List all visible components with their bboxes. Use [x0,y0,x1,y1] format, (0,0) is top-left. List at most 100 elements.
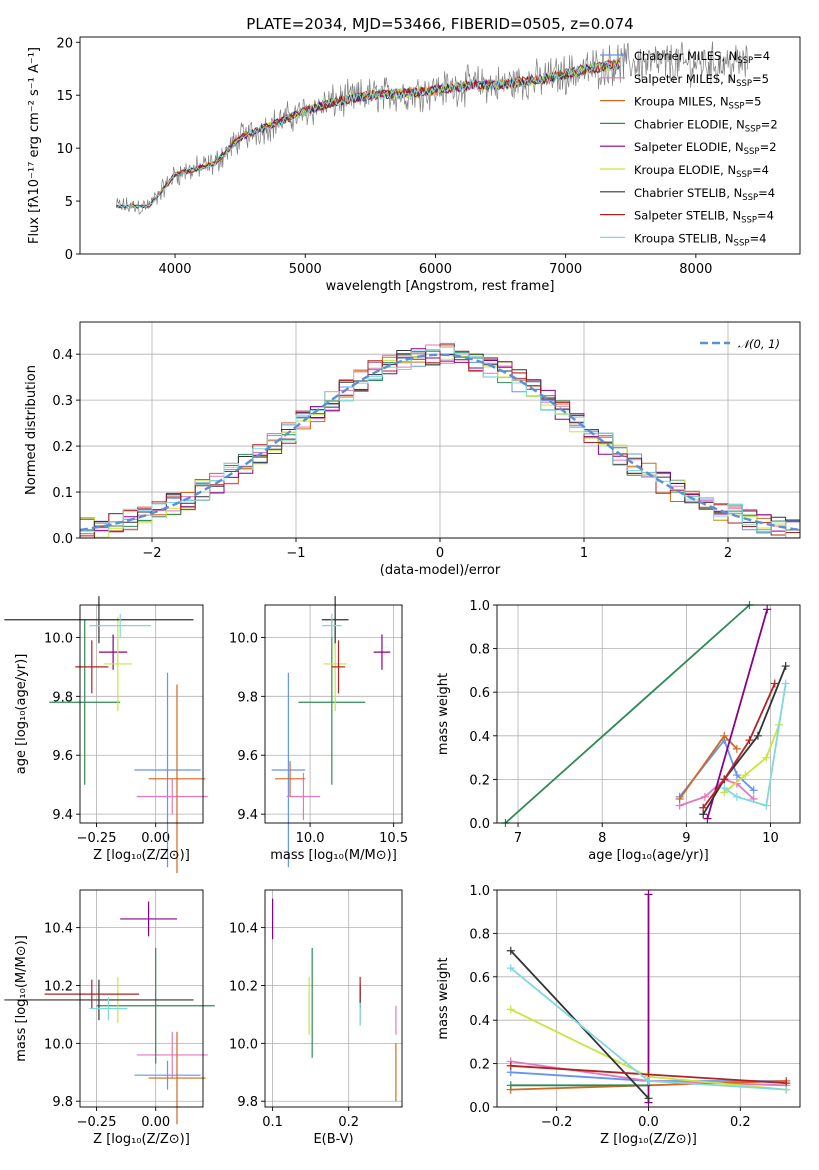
weight-vs-age-xtick-label: 10 [762,831,779,846]
age-vs-mass-ytick-label: 9.6 [237,749,258,764]
weight-marker [732,744,741,753]
weight-marker [506,1005,515,1014]
mass-vs-Z-ylabel: mass [log₁₀(M/M⊙)] [14,935,29,1062]
residuals-xtick-label: −1 [286,546,305,561]
spectrum-xlabel: wavelength [Angstrom, rest frame] [326,279,555,294]
age-vs-Z-xtick-label: −0.25 [77,831,117,846]
residuals-xtick-label: 2 [724,546,732,561]
weight-marker [763,605,772,614]
spectrum-model-line [116,57,620,209]
weight-marker [700,792,709,801]
mass-vs-ebv-xtick-label: 0.1 [262,1115,283,1130]
mass-vs-Z-ytick-label: 10.4 [44,922,73,937]
age-vs-mass-ytick-label: 9.8 [237,690,258,705]
weight-marker [644,890,653,899]
mass-vs-Z-frame [79,889,204,1108]
age-vs-Z-ytick-label: 9.8 [52,690,73,705]
weight-vs-Z-ytick-label: 1.0 [469,884,490,899]
weight-vs-Z-ytick-label: 0.0 [469,1101,490,1116]
residuals-xtick-label: 1 [580,546,588,561]
weight-vs-Z-ytick-label: 0.4 [469,1014,490,1029]
legend-entry: Chabrier MILES, NSSP=4 [634,49,770,66]
weight-line [723,683,787,807]
age-vs-Z-frame [79,604,204,824]
mass-vs-ebv-ytick-label: 9.8 [237,1095,258,1110]
age-vs-Z-ytick-label: 9.6 [52,749,73,764]
weight-vs-age-frame [496,604,801,824]
legend-entry: Kroupa STELIB, NSSP=4 [634,231,766,248]
mass-vs-Z-ytick-label: 10.0 [44,1037,73,1052]
residuals-frame [79,321,801,539]
weight-vs-Z-xtick-label: 0.0 [638,1115,659,1130]
weight-marker [770,679,779,688]
spectrum-model-line [116,60,620,209]
weight-marker [762,801,771,810]
age-vs-Z-xtick-label: 0.00 [141,831,170,846]
age-vs-Z-ylabel: age [log₁₀(age/yr)] [14,654,29,775]
mass-vs-Z-xtick-label: 0.00 [141,1115,170,1130]
mass-vs-Z-ytick-label: 10.2 [44,979,73,994]
mass-vs-ebv-xtick-label: 0.2 [338,1115,359,1130]
age-vs-Z-ytick-label: 9.4 [52,808,73,823]
spectrum-ylabel: Flux [fλ10⁻¹⁷ erg cm⁻² s⁻¹ A⁻¹] [27,47,42,244]
weight-vs-Z-xlabel: Z [log₁₀(Z/Z⊙)] [600,1132,697,1147]
weight-vs-Z-xtick-label: 0.2 [730,1115,751,1130]
mass-vs-Z-xtick-label: −0.25 [77,1115,117,1130]
weight-vs-Z-xtick-label: −0.2 [541,1115,573,1130]
weight-marker [782,1085,791,1094]
mass-vs-Z-xlabel: Z [log₁₀(Z/Z⊙)] [93,1132,190,1147]
legend-entry: Salpeter ELODIE, NSSP=2 [634,140,777,157]
weight-vs-age-xtick-label: 9 [682,831,690,846]
weight-marker [675,795,684,804]
age-vs-mass-xtick-label: 10.5 [379,831,408,846]
residuals-xtick-label: −2 [142,546,161,561]
weight-marker [781,662,790,671]
spectrum-model-line [116,57,620,209]
weight-marker [506,964,515,973]
weight-marker [506,1081,515,1090]
age-vs-mass-xlabel: mass [log₁₀(M/M⊙)] [270,848,397,863]
weight-vs-age-ytick-label: 0.8 [469,643,490,658]
age-vs-Z-xlabel: Z [log₁₀(Z/Z⊙)] [93,848,190,863]
weight-marker [506,946,515,955]
weight-marker [720,731,729,740]
weight-line [723,724,780,794]
weight-marker [703,814,712,823]
spectrum-ytick-label: 10 [56,142,73,157]
spectrum-ytick-label: 15 [56,89,73,104]
weight-vs-Z-ytick-label: 0.6 [469,971,490,986]
gaussian-line [79,353,801,532]
spectrum-xtick-label: 7000 [549,262,582,277]
residuals-xtick-label: 0 [436,546,444,561]
spectrum-xtick-label: 8000 [679,262,712,277]
weight-vs-age-xtick-label: 8 [598,831,606,846]
age-vs-mass-frame [264,604,403,824]
age-vs-mass-ytick-label: 9.4 [237,808,258,823]
weight-vs-Z-ylabel: mass weight [436,957,451,1039]
spectrum-ytick-label: 20 [56,36,73,51]
weight-vs-age-ytick-label: 0.6 [469,686,490,701]
legend-gaussian-label: 𝒩(0, 1) [738,337,780,351]
residuals-ylabel: Normed distribution [24,365,39,495]
weight-marker [720,775,729,784]
mass-vs-Z-ytick-label: 9.8 [52,1095,73,1110]
residuals-ytick-label: 0.1 [52,486,73,501]
residuals-ytick-label: 0.2 [52,440,73,455]
weight-marker [781,679,790,688]
weight-marker [644,1076,653,1085]
residuals-xlabel: (data-model)/error [380,563,501,578]
spectrum-model-line [116,58,620,209]
weight-line [702,683,776,809]
weight-marker [644,1094,653,1103]
weight-marker [745,736,754,745]
age-vs-mass-ytick-label: 10.0 [229,631,258,646]
legend-entry: Chabrier ELODIE, NSSP=2 [634,117,778,134]
weight-vs-age-ylabel: mass weight [436,673,451,755]
spectrum-frame [79,36,801,255]
mass-vs-ebv-ytick-label: 10.0 [229,1037,258,1052]
mass-vs-ebv-ytick-label: 10.4 [229,922,258,937]
weight-vs-age-xtick-label: 7 [514,831,522,846]
legend-entry: Kroupa ELODIE, NSSP=4 [634,163,769,180]
legend-entry: Salpeter STELIB, NSSP=4 [634,209,774,226]
